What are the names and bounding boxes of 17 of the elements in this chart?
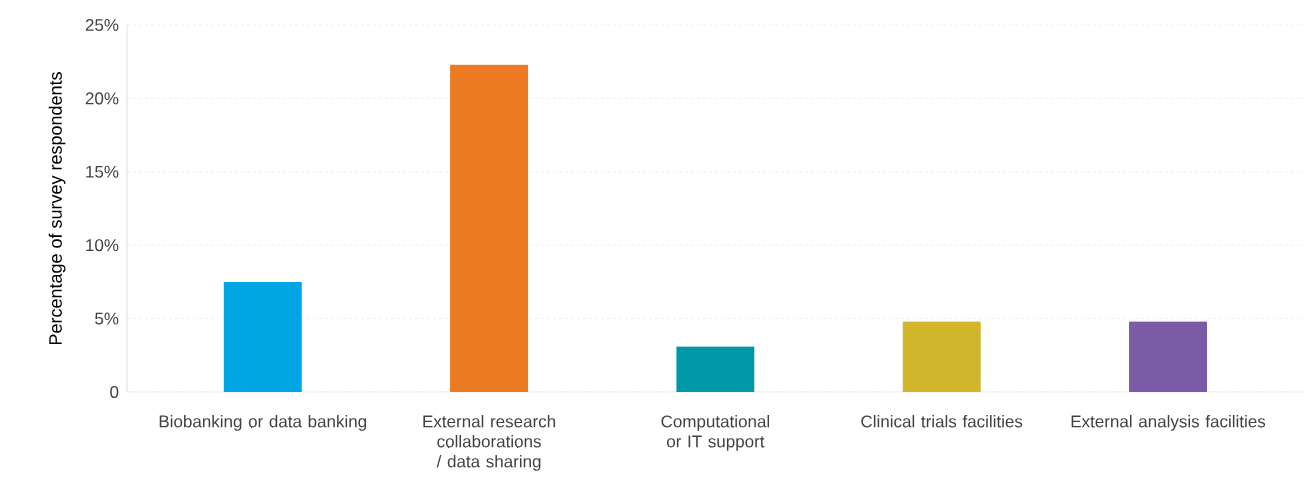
- y-tick-label: 0: [110, 385, 119, 398]
- x-tick-label: External research collaborations / data sharing: [423, 414, 556, 471]
- bar: [223, 281, 302, 392]
- y-tick-label: 20%: [85, 92, 119, 105]
- y-tick-label: 15%: [86, 165, 119, 178]
- bar: [676, 346, 755, 392]
- bar: [902, 321, 981, 392]
- x-tick-label: External analysis facilities: [1071, 414, 1266, 431]
- y-tick-label: 25%: [85, 19, 119, 32]
- bar: [1129, 321, 1208, 392]
- y-tick-label: 10%: [86, 239, 119, 252]
- y-tick-label: 5%: [95, 312, 119, 325]
- y-axis-title: Percentage of survey respondents: [48, 72, 66, 345]
- x-tick-label: Computational or IT support: [661, 414, 770, 451]
- x-tick-label: Clinical trials facilities: [861, 414, 1023, 428]
- bar: [450, 64, 529, 392]
- x-tick-label: Biobanking or data banking: [159, 414, 367, 431]
